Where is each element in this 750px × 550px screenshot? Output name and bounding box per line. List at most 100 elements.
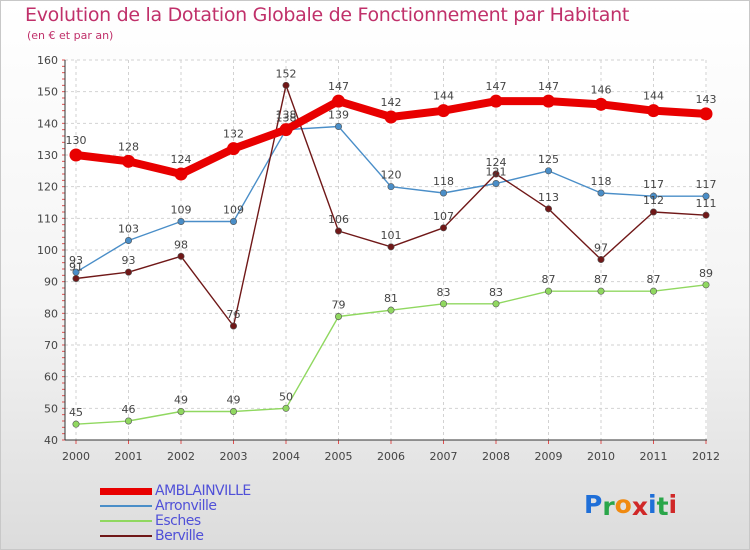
data-point [437, 104, 450, 118]
data-point [649, 208, 657, 216]
data-point [492, 170, 500, 178]
data-label: 125 [538, 153, 559, 166]
data-point [72, 274, 80, 282]
data-point [544, 205, 552, 213]
x-tick-label: 2002 [167, 450, 195, 463]
logo-letter: x [631, 492, 648, 521]
legend-label: AMBLAINVILLE [155, 483, 251, 499]
data-point [387, 243, 395, 251]
logo-letter: P [584, 490, 603, 519]
data-point [597, 287, 605, 295]
data-label: 81 [384, 292, 398, 305]
data-label: 147 [328, 80, 349, 93]
data-point [279, 123, 293, 137]
data-label: 144 [433, 90, 454, 103]
data-label: 49 [227, 394, 241, 407]
data-point [334, 123, 342, 131]
data-label: 118 [591, 175, 612, 188]
data-point [125, 268, 133, 276]
data-label: 139 [328, 109, 349, 122]
data-point [230, 322, 238, 330]
x-tick-label: 2001 [115, 450, 143, 463]
data-point [439, 300, 447, 308]
data-label: 103 [118, 223, 139, 236]
data-label: 83 [437, 286, 451, 299]
data-point [177, 252, 185, 260]
data-point [439, 224, 447, 232]
data-point [174, 167, 188, 181]
data-label: 143 [696, 93, 717, 106]
data-label: 152 [276, 67, 297, 80]
data-label: 101 [381, 229, 402, 242]
data-point [125, 417, 133, 425]
x-tick-label: 2012 [692, 450, 720, 463]
data-point [542, 94, 555, 108]
data-point [702, 211, 710, 219]
data-point [69, 148, 83, 162]
logo-letter: i [668, 490, 678, 519]
data-point [282, 81, 290, 89]
y-tick-label: 70 [44, 339, 58, 352]
data-label: 87 [542, 273, 556, 286]
data-label: 117 [696, 178, 717, 191]
x-tick-label: 2011 [640, 450, 668, 463]
data-label: 124 [486, 156, 507, 169]
data-label: 142 [381, 96, 402, 109]
legend-swatch [100, 535, 152, 537]
data-label: 147 [538, 80, 559, 93]
y-tick-label: 110 [37, 212, 58, 225]
y-tick-label: 40 [44, 434, 58, 447]
y-tick-label: 140 [37, 117, 58, 130]
y-tick-label: 80 [44, 307, 58, 320]
x-tick-label: 2003 [220, 450, 248, 463]
data-point [334, 227, 342, 235]
data-point [702, 192, 710, 200]
data-point [702, 281, 710, 289]
data-label: 138 [276, 109, 297, 122]
data-point [649, 192, 657, 200]
data-label: 113 [538, 191, 559, 204]
data-label: 87 [594, 273, 608, 286]
data-label: 49 [174, 394, 188, 407]
data-label: 83 [489, 286, 503, 299]
data-point [177, 407, 185, 415]
data-label: 79 [332, 299, 346, 312]
data-label: 87 [647, 273, 661, 286]
logo-letter: r [602, 492, 615, 521]
data-label: 128 [118, 140, 139, 153]
y-tick-label: 120 [37, 181, 58, 194]
data-point [72, 420, 80, 428]
data-point [387, 183, 395, 191]
data-point [594, 97, 608, 111]
data-point [384, 110, 398, 124]
data-point [492, 300, 500, 308]
proxiti-logo: Proxiti [584, 490, 678, 521]
data-point [647, 104, 660, 118]
y-tick-label: 90 [44, 276, 58, 289]
data-point [282, 404, 290, 412]
y-tick-label: 150 [37, 86, 58, 99]
data-label: 46 [122, 403, 136, 416]
legend-label: Esches [155, 513, 201, 529]
legend-swatch [100, 520, 152, 522]
data-label: 76 [227, 308, 241, 321]
data-point [597, 255, 605, 263]
data-point [334, 312, 342, 320]
data-point [649, 287, 657, 295]
data-label: 112 [643, 194, 664, 207]
x-tick-label: 2006 [377, 450, 405, 463]
data-label: 89 [699, 267, 713, 280]
chart-title: Evolution de la Dotation Globale de Fonc… [25, 4, 630, 26]
data-point [122, 154, 135, 168]
data-label: 130 [66, 134, 87, 147]
y-tick-label: 50 [44, 402, 58, 415]
logo-letter: t [656, 492, 669, 521]
data-label: 120 [381, 169, 402, 182]
y-tick-label: 130 [37, 149, 58, 162]
data-label: 50 [279, 390, 293, 403]
data-label: 45 [69, 406, 83, 419]
data-point [227, 142, 240, 156]
x-tick-label: 2005 [325, 450, 353, 463]
x-tick-label: 2008 [482, 450, 510, 463]
